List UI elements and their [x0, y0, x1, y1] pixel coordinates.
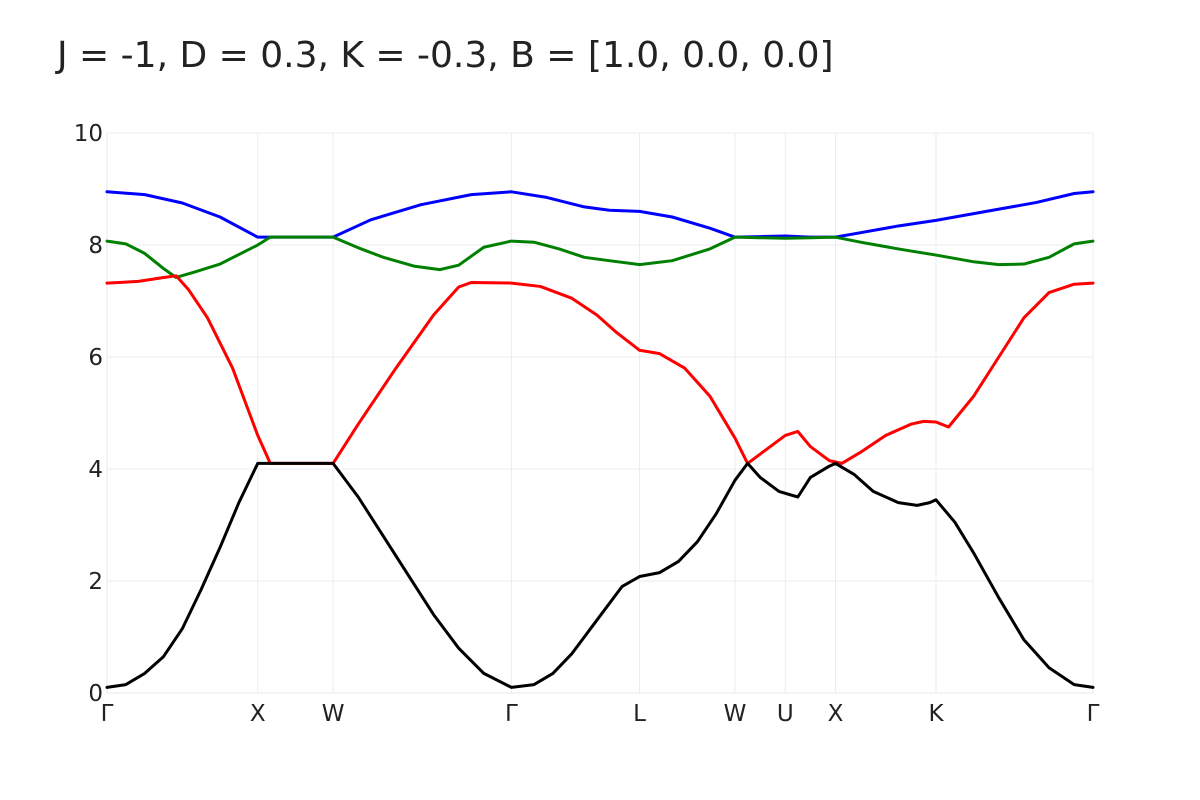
y-tick-label: 6	[88, 345, 103, 371]
series-line-3	[105, 274, 1095, 465]
y-tick-label: 0	[88, 681, 103, 707]
series-layer	[105, 190, 1095, 689]
y-tick-label: 2	[88, 569, 103, 595]
x-tick-label: K	[928, 701, 944, 727]
grid-layer	[106, 132, 1094, 693]
x-tick-label: Γ	[505, 701, 518, 727]
chart-title: J = -1, D = 0.3, K = -0.3, B = [1.0, 0.0…	[55, 35, 834, 76]
y-tick-label: 10	[74, 121, 103, 147]
x-tick-label: Γ	[101, 701, 114, 727]
y-tick-label: 4	[88, 457, 103, 483]
series-line-2	[105, 235, 1095, 279]
tick-layer: 0 2 4 6 8 10 Γ X W Γ L W U X K Γ	[74, 121, 1100, 727]
x-tick-label: U	[777, 701, 794, 727]
series-line-1	[105, 190, 1095, 239]
x-tick-label: W	[724, 701, 747, 727]
x-tick-label: X	[250, 701, 266, 727]
x-tick-label: L	[633, 701, 646, 727]
x-tick-label: Γ	[1087, 701, 1100, 727]
y-tick-label: 8	[88, 233, 103, 259]
series-line-4	[105, 461, 1095, 689]
axis-layer	[106, 133, 1093, 694]
x-tick-label: W	[322, 701, 345, 727]
x-tick-label: X	[828, 701, 844, 727]
